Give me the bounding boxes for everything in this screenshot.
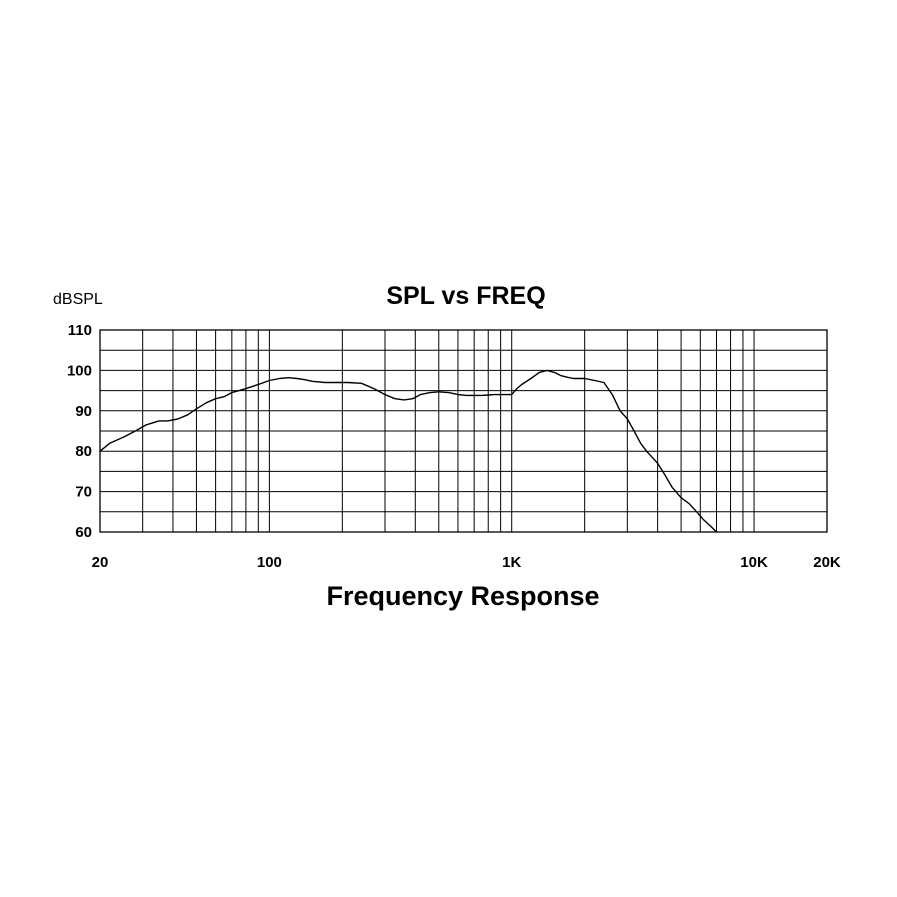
x-tick-label: 100 <box>257 554 282 571</box>
x-tick-label: 20 <box>92 554 109 571</box>
y-axis-label: dBSPL <box>53 291 103 308</box>
grid <box>100 329 827 533</box>
y-tick-labels: 60 70 80 90 100 110 <box>67 322 92 541</box>
y-tick-label: 110 <box>68 322 92 339</box>
x-tick-label: 20K <box>813 554 841 571</box>
series-layer <box>99 369 718 533</box>
chart-title: SPL vs FREQ <box>386 282 545 310</box>
y-tick-label: 100 <box>67 362 92 379</box>
x-tick-label: 1K <box>502 554 521 571</box>
y-tick-label: 80 <box>75 443 92 460</box>
y-tick-label: 60 <box>75 524 92 541</box>
x-axis-label: Frequency Response <box>326 581 599 611</box>
y-tick-label: 90 <box>75 403 92 420</box>
y-tick-label: 70 <box>75 484 92 501</box>
x-tick-label: 10K <box>740 554 768 571</box>
plot-frame <box>99 329 828 533</box>
series-line-1 <box>99 369 718 533</box>
x-tick-labels: 20 100 1K 10K 20K <box>92 554 841 571</box>
